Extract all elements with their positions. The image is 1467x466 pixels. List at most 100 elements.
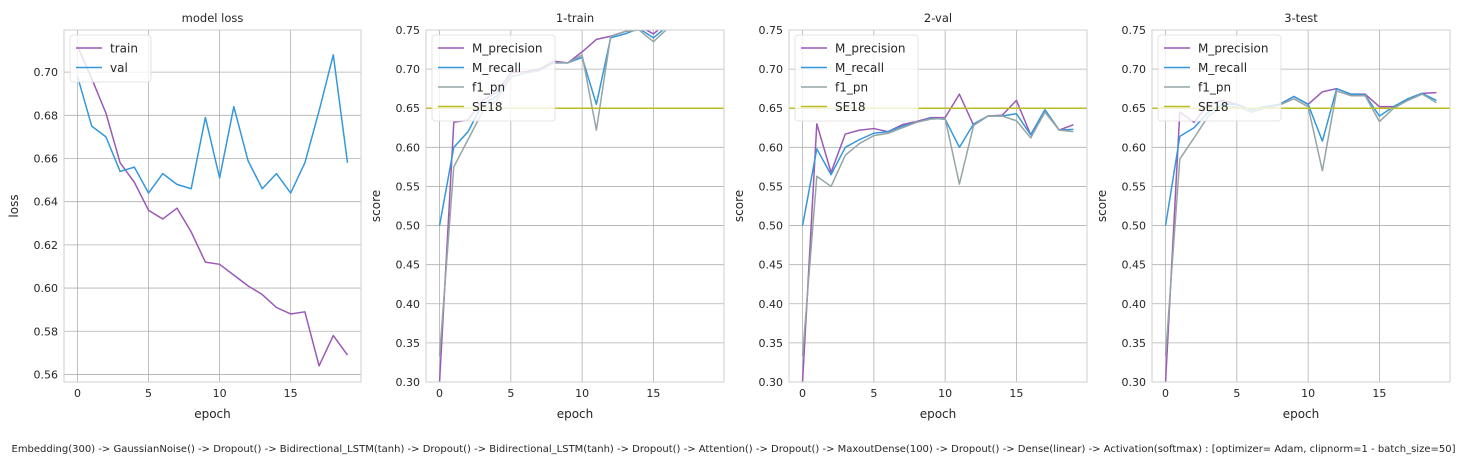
x-axis-label: epoch: [920, 407, 957, 421]
y-tick-label: 0.30: [759, 376, 784, 389]
y-tick-label: 0.45: [759, 259, 784, 272]
x-tick-label: 5: [870, 387, 877, 400]
y-tick-label: 0.65: [1122, 102, 1147, 115]
y-tick-label: 0.50: [1122, 220, 1147, 233]
x-tick-label: 5: [145, 387, 152, 400]
y-tick-label: 0.50: [396, 220, 421, 233]
legend-label-M_precision: M_precision: [835, 42, 906, 56]
legend: M_precision M_recall f1_pn SE18: [794, 34, 919, 122]
x-tick-label: 5: [507, 387, 514, 400]
x-tick-label: 10: [938, 387, 952, 400]
y-axis-label: score: [732, 190, 746, 222]
y-tick-label: 0.50: [759, 220, 784, 233]
legend-label-SE18: SE18: [472, 100, 502, 114]
axes-frame: [63, 29, 362, 383]
y-tick-label: 0.70: [1122, 63, 1147, 76]
figure-caption: Embedding(300) -> GaussianNoise() -> Dro…: [11, 444, 1456, 455]
legend-box: [1157, 34, 1282, 122]
legend-label-M_precision: M_precision: [472, 42, 543, 56]
chart-title: model loss: [182, 11, 244, 25]
y-tick-label: 0.75: [759, 24, 784, 37]
y-tick-label: 0.35: [759, 337, 784, 350]
legend-label-M_precision: M_precision: [1198, 42, 1269, 56]
legend-label-SE18: SE18: [1198, 100, 1228, 114]
legend-label-M_recall: M_recall: [1198, 61, 1247, 75]
legend: train val: [69, 34, 152, 83]
chart-2: 0 5 10 15 0.30 0.35 0.40 0.45 0.50 0.55 0.60 0.65 0.…: [369, 11, 725, 421]
series-line-M_precision: [1164, 87, 1437, 382]
x-tick-label: 0: [799, 387, 806, 400]
y-tick-label: 0.60: [759, 141, 784, 154]
figure: 0 5 10 15 0.56 0.58 0.60 0.62 0.64 0.66 0.68 0.70 mo…: [7, 11, 1451, 421]
y-tick-label: 0.45: [396, 259, 421, 272]
y-tick-label: 0.58: [34, 325, 59, 338]
axes-frame: [425, 29, 725, 383]
legend: M_precision M_recall f1_pn SE18: [1157, 34, 1282, 122]
x-axis-label: epoch: [194, 407, 231, 421]
chart-title: 3-test: [1284, 11, 1318, 25]
x-axis-label: epoch: [1283, 407, 1320, 421]
axes-frame: [788, 29, 1088, 383]
y-tick-label: 0.55: [1122, 180, 1147, 193]
y-tick-label: 0.75: [1122, 24, 1147, 37]
x-tick-label: 15: [1372, 387, 1386, 400]
series-line-train: [76, 45, 349, 367]
series-line-f1_pn: [801, 111, 1074, 357]
x-tick-label: 0: [1162, 387, 1169, 400]
legend: M_precision M_recall f1_pn SE18: [431, 34, 556, 122]
y-tick-label: 0.60: [1122, 141, 1147, 154]
y-tick-label: 0.65: [396, 102, 421, 115]
y-tick-label: 0.45: [1122, 259, 1147, 272]
y-tick-label: 0.70: [34, 66, 59, 79]
chart-4: 0 5 10 15 0.30 0.35 0.40 0.45 0.50 0.55 0.60 0.65 0.…: [1095, 11, 1451, 421]
y-tick-label: 0.55: [396, 180, 421, 193]
legend-label-val: val: [110, 61, 128, 75]
y-tick-label: 0.66: [34, 152, 59, 165]
y-tick-label: 0.60: [34, 282, 59, 295]
legend-box: [431, 34, 556, 122]
y-tick-label: 0.40: [396, 298, 421, 311]
x-tick-label: 5: [1233, 387, 1240, 400]
y-tick-label: 0.68: [34, 109, 59, 122]
legend-label-f1_pn: f1_pn: [1198, 81, 1231, 95]
y-tick-label: 0.75: [396, 24, 421, 37]
y-tick-label: 0.40: [1122, 298, 1147, 311]
plot-area: [1152, 87, 1450, 382]
series-line-f1_pn: [1164, 90, 1437, 357]
y-tick-label: 0.40: [759, 298, 784, 311]
plot-area: [76, 45, 349, 367]
legend-label-f1_pn: f1_pn: [835, 81, 868, 95]
y-axis-label: score: [1095, 190, 1109, 222]
y-tick-label: 0.62: [34, 239, 59, 252]
y-tick-label: 0.64: [34, 196, 59, 209]
y-tick-label: 0.65: [759, 102, 784, 115]
x-tick-label: 15: [1009, 387, 1023, 400]
y-tick-label: 0.35: [1122, 337, 1147, 350]
y-tick-label: 0.30: [396, 376, 421, 389]
y-tick-label: 0.30: [1122, 376, 1147, 389]
legend-label-SE18: SE18: [835, 100, 865, 114]
legend-label-train: train: [110, 42, 138, 56]
y-tick-label: 0.55: [759, 180, 784, 193]
axes-frame: [1151, 29, 1451, 383]
legend-label-f1_pn: f1_pn: [472, 81, 505, 95]
y-axis-label: score: [369, 190, 383, 222]
series-line-val: [76, 54, 349, 194]
y-axis-label: loss: [7, 194, 21, 217]
x-tick-label: 0: [74, 387, 81, 400]
legend-box: [69, 34, 152, 83]
chart-1: 0 5 10 15 0.56 0.58 0.60 0.62 0.64 0.66 0.68 0.70 mo…: [7, 11, 362, 421]
chart-3: 0 5 10 15 0.30 0.35 0.40 0.45 0.50 0.55 0.60 0.65 0.…: [732, 11, 1088, 421]
x-tick-label: 15: [646, 387, 660, 400]
x-tick-label: 10: [575, 387, 589, 400]
y-tick-label: 0.60: [396, 141, 421, 154]
y-tick-label: 0.70: [396, 63, 421, 76]
x-tick-label: 15: [284, 387, 298, 400]
y-tick-label: 0.35: [396, 337, 421, 350]
legend-label-M_recall: M_recall: [835, 61, 884, 75]
legend-label-M_recall: M_recall: [472, 61, 521, 75]
x-tick-label: 0: [436, 387, 443, 400]
y-tick-label: 0.56: [34, 368, 59, 381]
y-tick-label: 0.70: [759, 63, 784, 76]
x-tick-label: 10: [213, 387, 227, 400]
